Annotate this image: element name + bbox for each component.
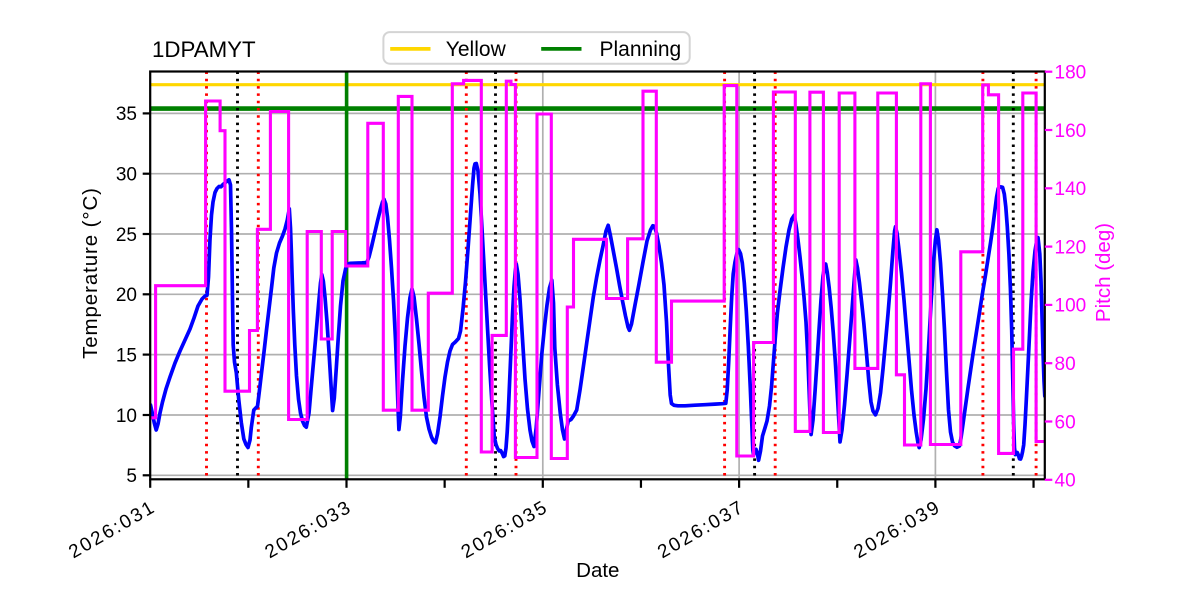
svg-text:140: 140 [1055, 179, 1087, 200]
svg-text:15: 15 [116, 345, 137, 366]
svg-text:160: 160 [1055, 121, 1087, 142]
svg-text:60: 60 [1055, 412, 1076, 433]
svg-text:25: 25 [116, 225, 137, 246]
svg-text:Planning: Planning [600, 38, 682, 61]
svg-text:40: 40 [1055, 471, 1076, 492]
svg-text:10: 10 [116, 406, 137, 427]
svg-text:Date: Date [576, 559, 619, 582]
svg-text:5: 5 [126, 466, 137, 487]
svg-text:Yellow: Yellow [446, 38, 507, 61]
svg-text:20: 20 [116, 285, 137, 306]
svg-text:80: 80 [1055, 354, 1076, 375]
svg-text:Temperature (°C): Temperature (°C) [79, 187, 102, 359]
svg-text:1DPAMYT: 1DPAMYT [152, 37, 256, 62]
svg-text:30: 30 [116, 165, 137, 186]
svg-text:35: 35 [116, 104, 137, 125]
svg-text:100: 100 [1055, 296, 1087, 317]
svg-text:180: 180 [1055, 63, 1087, 84]
svg-text:120: 120 [1055, 237, 1087, 258]
svg-text:Pitch (deg): Pitch (deg) [1092, 223, 1115, 322]
